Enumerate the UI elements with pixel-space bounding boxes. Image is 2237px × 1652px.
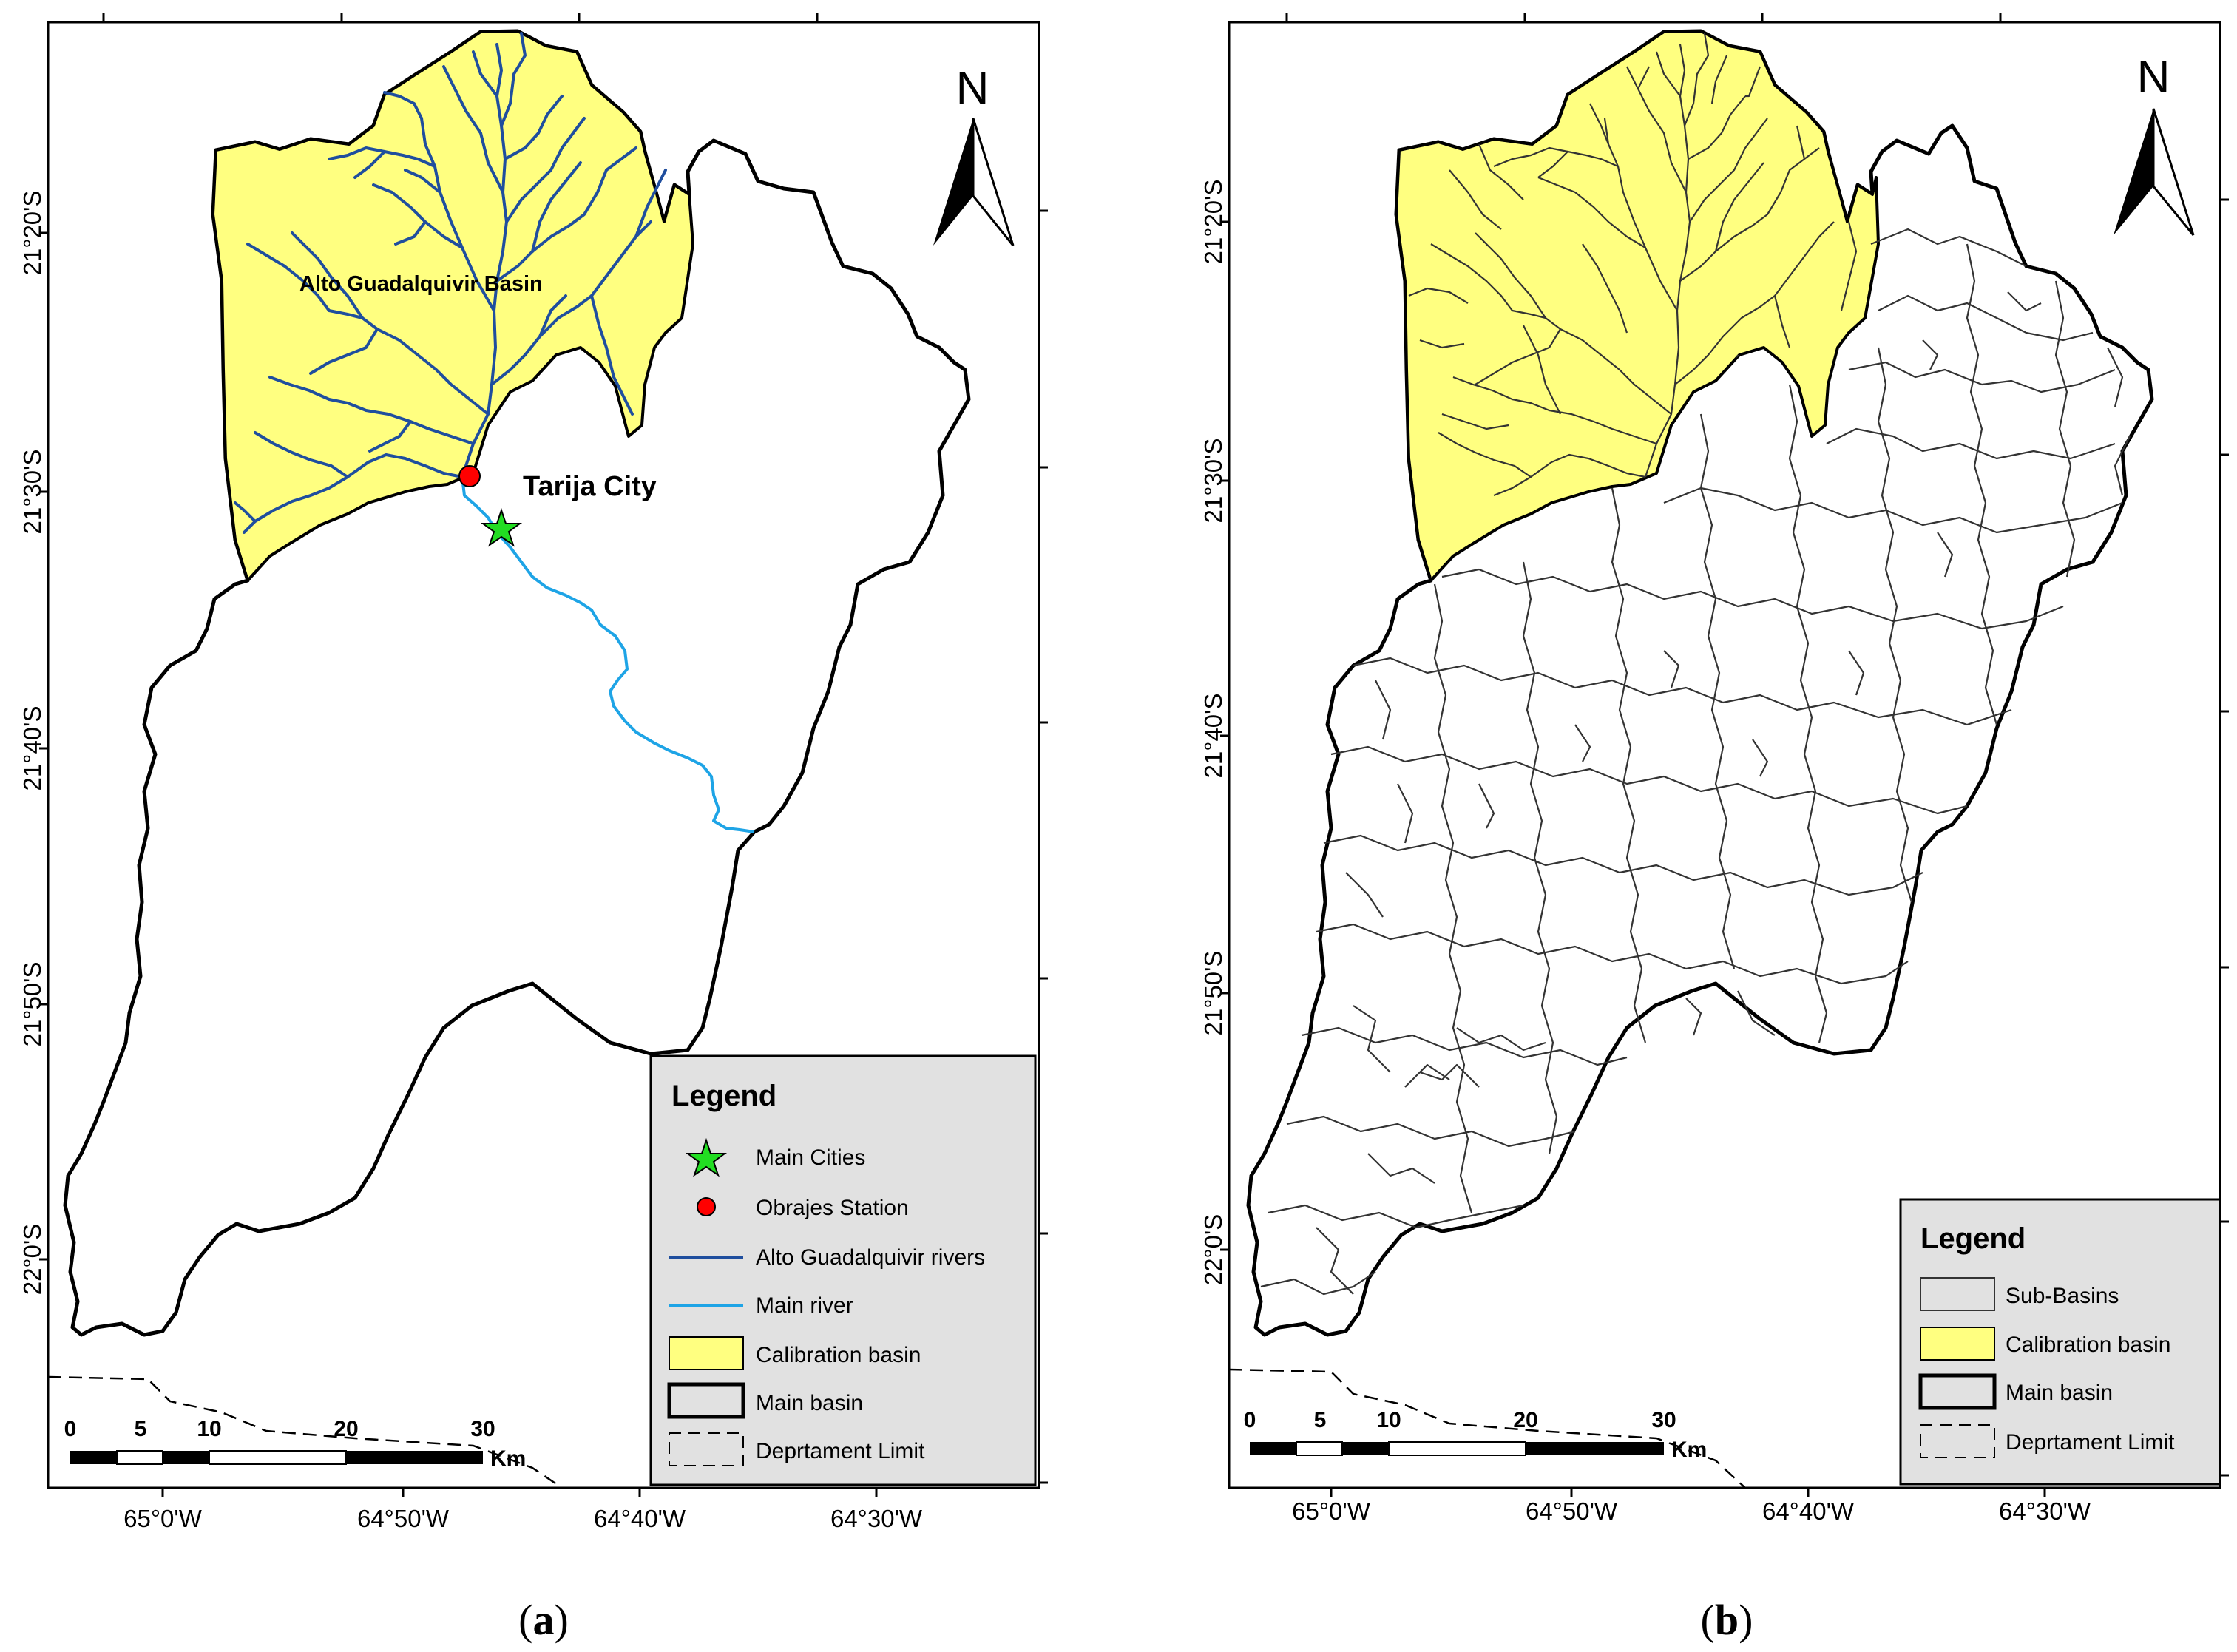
lat-label: 21°20'S xyxy=(18,191,46,276)
alto-guadalquivir-rivers-a xyxy=(234,32,667,534)
scale-unit: Km xyxy=(1671,1438,1707,1462)
department-limit-b xyxy=(1229,1368,1746,1488)
lat-label: 21°30'S xyxy=(1199,439,1227,524)
legend-label: Calibration basin xyxy=(2006,1333,2170,1357)
tarija-city-star xyxy=(480,507,523,547)
lat-label: 21°40'S xyxy=(1199,694,1227,779)
panel-a: Alto Guadalquivir Basin Tarija City N 21… xyxy=(18,13,1048,1644)
legend-title: Legend xyxy=(671,1080,776,1112)
lat-label: 21°50'S xyxy=(18,962,46,1047)
lon-labels-a: 65°0'W 64°50'W 64°40'W 64°30'W xyxy=(123,1505,923,1532)
legend-label: Alto Guadalquivir rivers xyxy=(756,1245,985,1270)
legend-label: Main Cities xyxy=(756,1145,865,1170)
thick-outline-box-icon xyxy=(667,1382,745,1419)
lon-label: 64°30'W xyxy=(830,1505,923,1532)
scale-tick: 20 xyxy=(1513,1408,1537,1432)
north-arrow-left-icon xyxy=(2114,109,2153,235)
legend-label: Deprtament Limit xyxy=(756,1439,925,1463)
legend-label: Sub-Basins xyxy=(2006,1284,2119,1308)
sub-basins-network xyxy=(1260,228,2131,1296)
scale-unit: Km xyxy=(490,1446,526,1471)
lon-label: 64°40'W xyxy=(1762,1497,1855,1525)
thick-outline-box-icon xyxy=(1918,1373,1997,1410)
scale-tick: 20 xyxy=(334,1417,358,1441)
sub-basins-calibration xyxy=(1408,33,1858,497)
legend-label: Deprtament Limit xyxy=(2006,1430,2175,1455)
panel-caption-b: (b) xyxy=(1701,1596,1753,1644)
dashed-box-icon xyxy=(1920,1424,1995,1458)
lat-labels-a: 21°20'S 21°30'S 21°40'S 21°50'S 22°0'S xyxy=(18,191,46,1296)
north-arrow-a: N xyxy=(933,63,1015,246)
panel-b: N 21°20'S 21°30'S 21°40'S 21°50'S 22°0'S… xyxy=(1199,13,2229,1644)
red-dot-icon xyxy=(697,1197,716,1216)
lat-labels-b: 21°20'S 21°30'S 21°40'S 21°50'S 22°0'S xyxy=(1199,180,1227,1286)
dashed-box-icon xyxy=(669,1432,744,1466)
lat-label: 22°0'S xyxy=(18,1224,46,1296)
scale-tick: 5 xyxy=(135,1417,147,1441)
legend-label: Main basin xyxy=(2006,1381,2113,1405)
lat-label: 21°50'S xyxy=(1199,951,1227,1036)
frame-ticks-b xyxy=(1220,13,2229,1497)
lat-label: 21°40'S xyxy=(18,706,46,791)
lon-label: 65°0'W xyxy=(123,1505,203,1532)
department-limit-a xyxy=(48,1375,563,1488)
main-river-a xyxy=(461,476,755,833)
lon-label: 64°50'W xyxy=(357,1505,450,1532)
north-arrow-left-icon xyxy=(933,118,973,246)
legend-b: Legend Sub-Basins Calibration basin Main… xyxy=(1899,1198,2221,1486)
calibration-basin-b xyxy=(1395,30,1880,582)
lat-label: 22°0'S xyxy=(1199,1214,1227,1286)
panel-caption-a: (a) xyxy=(518,1596,569,1644)
green-star-icon xyxy=(685,1137,728,1177)
north-arrow-right-icon xyxy=(972,118,1015,246)
scale-tick: 0 xyxy=(1244,1408,1256,1432)
legend-title: Legend xyxy=(1920,1222,2026,1255)
scale-tick: 30 xyxy=(470,1417,495,1441)
north-letter: N xyxy=(2137,52,2170,103)
north-arrow-b: N xyxy=(2114,52,2195,236)
legend-label: Obrajes Station xyxy=(756,1196,909,1220)
lon-label: 65°0'W xyxy=(1292,1497,1371,1525)
basin-label: Alto Guadalquivir Basin xyxy=(299,272,543,296)
lat-label: 21°30'S xyxy=(18,450,46,535)
yellow-box-icon xyxy=(669,1336,744,1370)
lon-labels-b: 65°0'W 64°50'W 64°40'W 64°30'W xyxy=(1292,1497,2091,1525)
scale-tick: 5 xyxy=(1314,1408,1327,1432)
north-arrow-right-icon xyxy=(2152,108,2195,236)
obrajes-station-marker xyxy=(458,465,481,487)
yellow-box-icon xyxy=(1920,1327,1995,1361)
scale-tick: 10 xyxy=(197,1417,221,1441)
city-label: Tarija City xyxy=(523,471,657,502)
scale-tick: 0 xyxy=(64,1417,77,1441)
lon-label: 64°30'W xyxy=(1999,1497,2091,1525)
frame-ticks-a xyxy=(39,13,1048,1497)
scale-tick: 10 xyxy=(1376,1408,1401,1432)
scale-bar-b: 0 5 10 20 30 Km xyxy=(1244,1408,1708,1462)
lon-label: 64°50'W xyxy=(1526,1497,1618,1525)
legend-a: Legend Main Cities Obrajes Station Alto … xyxy=(649,1054,1037,1486)
calibration-basin-a xyxy=(211,30,694,582)
scale-bar-a: 0 5 10 20 30 Km xyxy=(64,1417,527,1471)
lon-label: 64°40'W xyxy=(594,1505,686,1532)
legend-label: Main basin xyxy=(756,1391,863,1415)
north-letter: N xyxy=(956,63,989,114)
grey-box-icon xyxy=(1920,1277,1995,1311)
legend-label: Main river xyxy=(756,1293,853,1318)
lat-label: 21°20'S xyxy=(1199,180,1227,265)
scale-tick: 30 xyxy=(1651,1408,1676,1432)
legend-label: Calibration basin xyxy=(756,1343,921,1367)
